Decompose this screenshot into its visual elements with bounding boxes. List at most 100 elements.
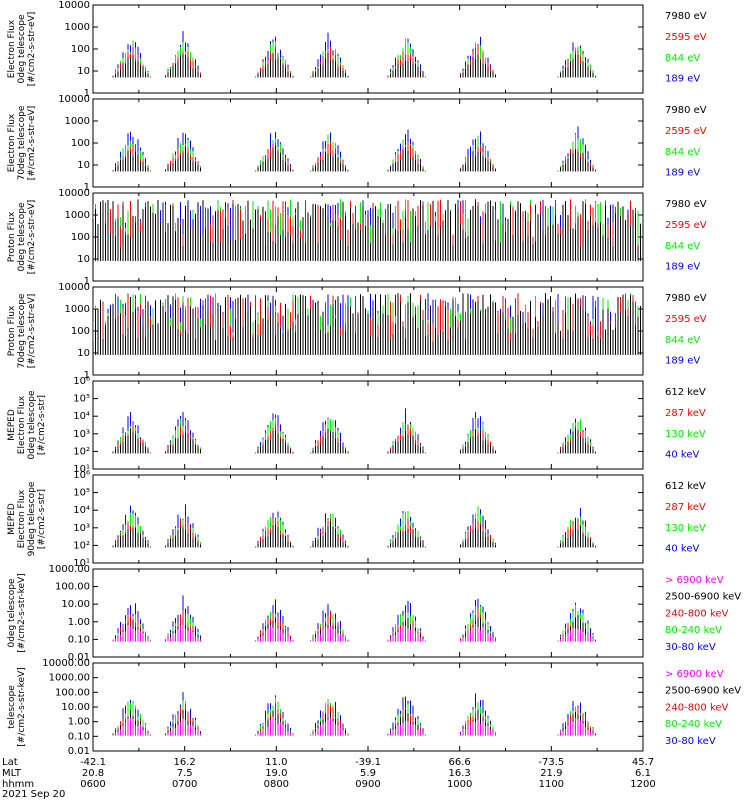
y-axis-label: [#/cm2-s-str-eV] — [27, 12, 37, 87]
y-tick-label: 10000 — [58, 188, 90, 199]
legend-entry: 7980 eV — [665, 293, 707, 304]
legend-entry: 2595 eV — [665, 220, 707, 231]
y-tick-label: 100.00 — [55, 687, 90, 698]
footer-date: 2021 Sep 20 — [2, 789, 65, 800]
panel-4: 1 10 100 1000 10000 Proton Flux 70deg telescop… — [7, 282, 707, 381]
data-layer — [93, 199, 641, 261]
footer-mlt: 20.8 — [82, 768, 104, 779]
y-tick-label: 1000 — [65, 116, 90, 127]
y-tick-label: 1000.00 — [49, 673, 90, 684]
footer-row-label: hhmm — [2, 779, 34, 790]
y-axis-label: [#/cm2-s-str-eV] — [27, 294, 37, 369]
data-layer — [112, 504, 596, 548]
legend-entry: 2500-6900 keV — [665, 686, 741, 697]
y-axis-label: 70deg telescope — [17, 105, 27, 180]
y-tick-label: 10² — [73, 446, 90, 457]
y-tick-label: 10000 — [58, 94, 90, 105]
y-tick-label: 10⁴ — [73, 411, 90, 422]
y-tick-label: 100 — [71, 44, 90, 55]
footer-lat: 66.6 — [449, 757, 471, 768]
y-tick-label: 1 — [84, 370, 90, 381]
y-tick-label: 10⁵ — [73, 488, 90, 499]
y-tick-label: 10¹ — [73, 558, 90, 569]
series-magenta — [112, 716, 596, 736]
y-axis-label: [#/cm2-s-str-keV] — [17, 573, 27, 652]
y-tick-label: 100 — [71, 232, 90, 243]
y-tick-label: 10.00 — [61, 599, 90, 610]
y-axis-label: Proton Flux — [7, 305, 17, 356]
y-tick-label: 0.10 — [68, 731, 90, 742]
y-axis-label: 70deg telescope — [17, 293, 27, 368]
y-tick-label: 100.00 — [55, 582, 90, 593]
panel-frame — [92, 474, 644, 564]
legend-entry: 287 keV — [665, 502, 706, 513]
panel-3: 1 10 100 1000 10000 Proton Flux 0deg telescope… — [7, 188, 707, 287]
legend-entry: > 6900 keV — [665, 575, 724, 586]
footer-row-label: MLT — [2, 768, 22, 779]
y-axis-label: 0deg telescope — [17, 202, 27, 272]
panel-8: 0.01 0.10 1.00 10.00 100.00 1000.00 10000.00 te… — [7, 658, 741, 757]
panel-frame — [92, 662, 644, 752]
y-tick-label: 1 — [84, 88, 90, 99]
panel-frame — [92, 568, 644, 658]
legend-entry: 844 eV — [665, 53, 700, 64]
footer-mlt: 5.9 — [360, 768, 376, 779]
y-tick-label: 0.10 — [68, 634, 90, 645]
y-tick-label: 0.01 — [68, 652, 90, 663]
y-tick-label: 0.01 — [68, 746, 90, 757]
y-axis-label: 90deg telescope — [27, 481, 37, 556]
series-black — [112, 145, 596, 172]
legend-entry: 130 keV — [665, 523, 706, 534]
series-blue — [112, 408, 596, 454]
y-axis-label: Proton Flux — [7, 211, 17, 262]
y-tick-label: 10000.00 — [42, 658, 90, 669]
footer-hhmm: 0700 — [172, 779, 197, 790]
y-axis-label: MEPED — [7, 409, 17, 441]
y-tick-label: 1 — [84, 182, 90, 193]
footer-lat: -39.1 — [355, 757, 381, 768]
footer-mlt: 19.0 — [265, 768, 287, 779]
legend-entry: 844 eV — [665, 241, 700, 252]
y-tick-label: 100 — [71, 138, 90, 149]
y-axis-label: MEPED — [7, 503, 17, 535]
series-red — [112, 516, 596, 548]
y-tick-label: 1000 — [65, 22, 90, 33]
y-tick-label: 10 — [77, 348, 90, 359]
y-axis-label: [#/cm2-s-str] — [37, 395, 47, 455]
legend-entry: 30-80 keV — [665, 642, 716, 653]
footer-hhmm: 0800 — [264, 779, 289, 790]
y-axis-label: [#/cm2-s-str-eV] — [27, 106, 37, 181]
legend-entry: > 6900 keV — [665, 669, 724, 680]
panel-frame — [92, 4, 644, 94]
legend-entry: 240-800 keV — [665, 702, 729, 713]
series-black — [112, 428, 596, 454]
footer-lat: 45.7 — [632, 757, 654, 768]
y-axis-label: [#/cm2-s-str-keV] — [17, 667, 27, 746]
y-tick-label: 10⁵ — [73, 394, 90, 405]
series-black — [112, 53, 596, 78]
panel-frame — [92, 380, 644, 470]
y-tick-label: 10⁶ — [73, 376, 90, 387]
y-tick-label: 1000 — [65, 304, 90, 315]
footer-mlt: 7.5 — [177, 768, 193, 779]
y-tick-label: 1000 — [65, 210, 90, 221]
data-layer — [112, 595, 596, 642]
panel-2: 1 10 100 1000 10000 Electron Flux 70deg telesc… — [7, 94, 707, 193]
legend-entry: 30-80 keV — [665, 736, 716, 747]
y-tick-label: 10 — [77, 160, 90, 171]
y-axis-label: 0deg telescope — [17, 14, 27, 84]
y-axis-label: [#/cm2-s-str-eV] — [27, 200, 37, 275]
panel-6: 10¹ 10² 10³ 10⁴ 10⁵ 10⁶ MEPED Electron Flux 90de… — [7, 470, 706, 569]
footer-hhmm: 0600 — [80, 779, 105, 790]
y-tick-label: 10³ — [73, 429, 90, 440]
y-axis-label: 0deg telescope — [7, 578, 17, 648]
footer-row-label: Lat — [2, 757, 18, 768]
y-axis-label: Electron Flux — [17, 395, 27, 454]
legend-entry: 7980 eV — [665, 199, 707, 210]
footer-lat: 11.0 — [265, 757, 287, 768]
data-layer — [112, 692, 596, 736]
legend-entry: 240-800 keV — [665, 608, 729, 619]
y-tick-label: 10² — [73, 540, 90, 551]
y-tick-label: 10000 — [58, 282, 90, 293]
legend-entry: 40 keV — [665, 450, 699, 461]
